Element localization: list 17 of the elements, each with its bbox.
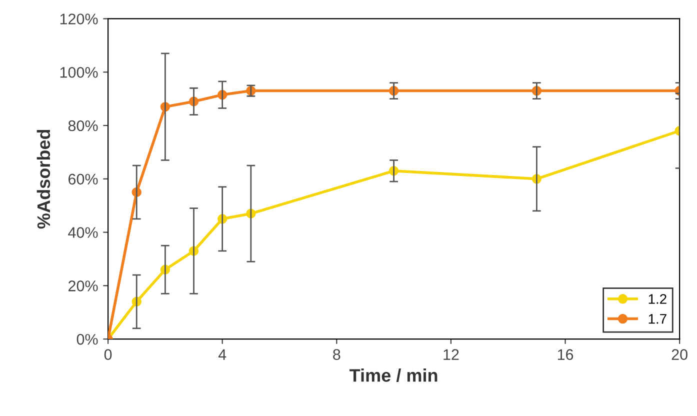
legend-label: 1.7 <box>648 314 666 324</box>
x-tick-label: 4 <box>218 349 226 360</box>
y-tick-label: 60% <box>68 174 98 185</box>
y-tick-label: 40% <box>68 227 98 238</box>
x-tick-label: 20 <box>672 349 688 360</box>
y-axis-title: %Adsorbed <box>36 130 50 229</box>
y-tick-label: 20% <box>68 280 98 292</box>
y-tick-label: 100% <box>60 66 98 78</box>
y-tick-label: 0% <box>76 334 98 345</box>
x-tick-label: 12 <box>444 349 459 360</box>
y-tick-label: 120% <box>60 14 98 24</box>
y-tick-label: 80% <box>68 120 98 132</box>
x-axis-title: Time / min <box>350 368 438 382</box>
x-tick-label: 16 <box>558 349 574 360</box>
x-tick-label: 8 <box>333 349 340 360</box>
legend-label: 1.2 <box>648 294 666 304</box>
x-tick-label: 0 <box>104 349 112 360</box>
